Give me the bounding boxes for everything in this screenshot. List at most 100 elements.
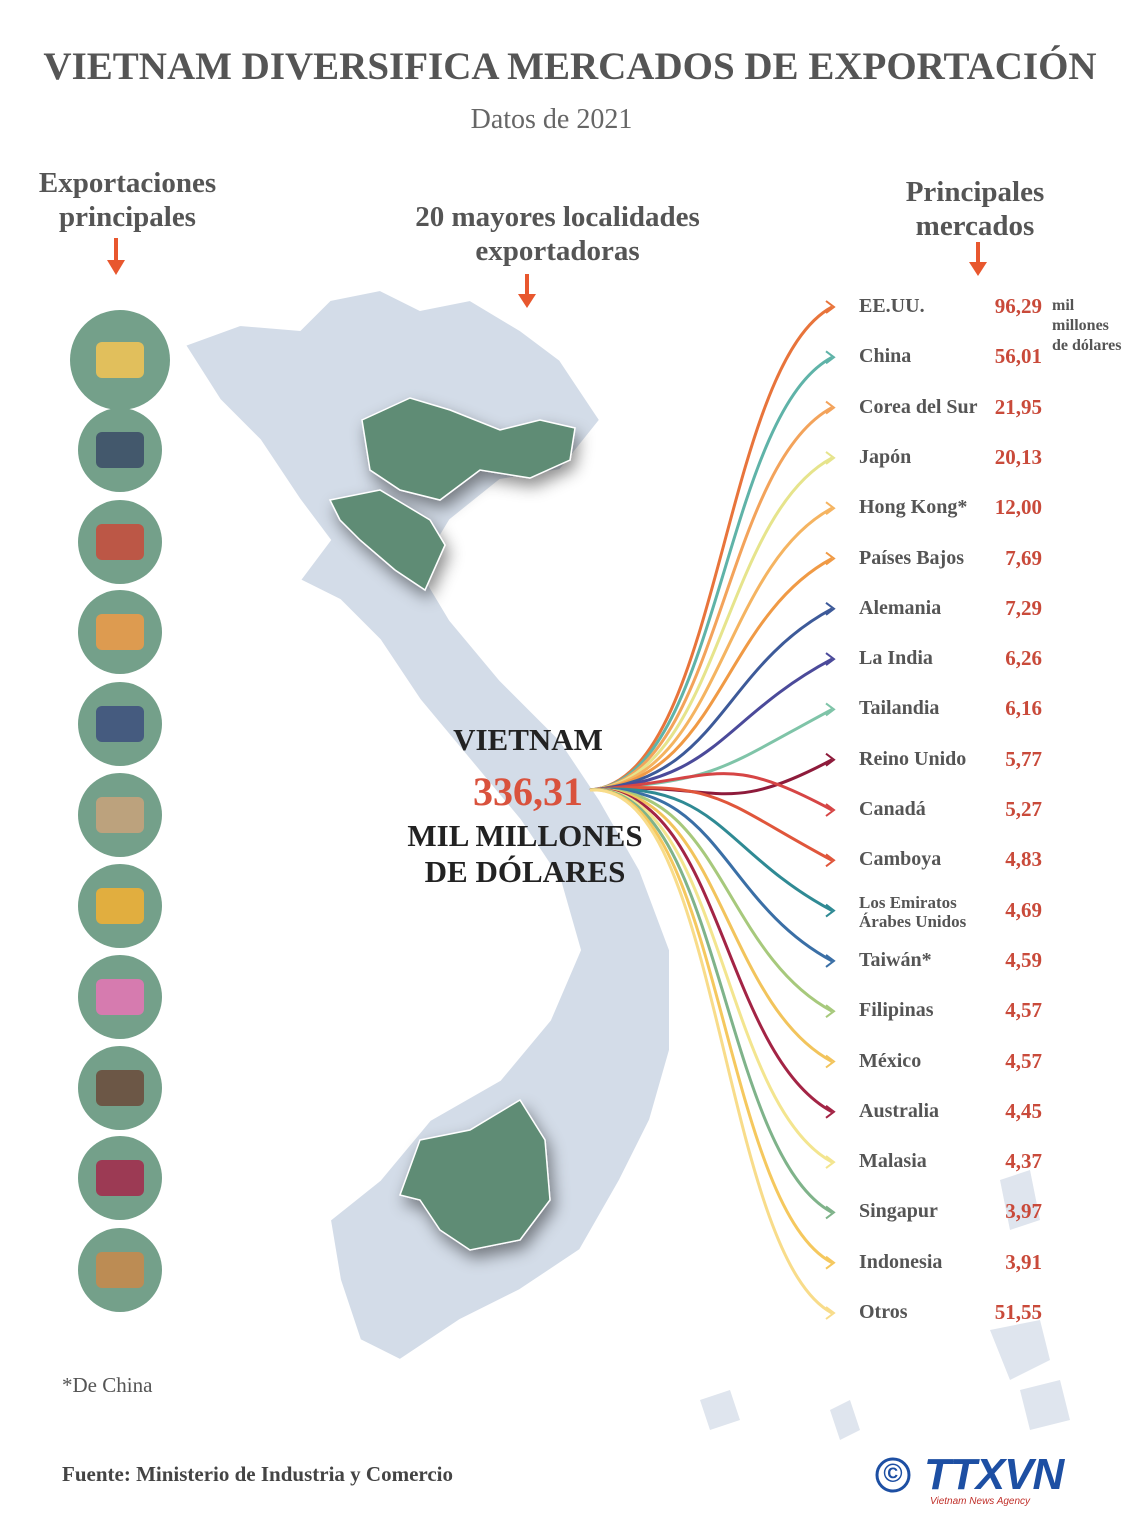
exports-heading: Exportaciones principales — [38, 167, 217, 233]
market-name: Taiwán* — [859, 948, 932, 971]
market-arrowhead — [825, 1255, 836, 1270]
unit-label: mil millones de dólares — [1052, 297, 1122, 354]
market-curve — [589, 788, 833, 1114]
market-curve — [589, 787, 833, 963]
market-value: 6,26 — [1005, 646, 1042, 671]
market-curves — [589, 300, 836, 1320]
market-name: Tailandia — [859, 697, 940, 720]
market-name: Hong Kong* — [859, 496, 968, 519]
market-arrowhead — [825, 400, 836, 415]
logo-symbol: © — [883, 1458, 903, 1488]
market-value: 4,59 — [1005, 947, 1042, 972]
market-arrowhead — [825, 1205, 836, 1220]
market-arrowhead — [825, 1306, 836, 1320]
market-curve — [589, 657, 833, 792]
icon-glyph — [96, 524, 144, 560]
market-value: 5,77 — [1005, 746, 1042, 771]
market-arrowhead — [825, 601, 836, 616]
market-value: 20,13 — [994, 444, 1042, 469]
market-curve — [589, 787, 833, 912]
market-value: 51,55 — [994, 1300, 1042, 1324]
market-value: 7,29 — [1005, 595, 1042, 620]
source: Fuente: Ministerio de Industria y Comerc… — [62, 1462, 453, 1486]
market-name: La India — [859, 647, 933, 670]
market-arrowhead — [825, 350, 836, 365]
market-value: 4,69 — [1005, 897, 1042, 922]
icon-glyph — [96, 1070, 144, 1106]
market-arrowhead — [825, 853, 836, 868]
market-value: 4,57 — [1005, 998, 1042, 1023]
market-arrowhead — [825, 652, 836, 666]
market-curve — [589, 456, 833, 792]
market-name: Corea del Sur — [859, 395, 978, 418]
market-curve — [589, 305, 833, 792]
market-arrowhead — [825, 903, 836, 918]
market-curve — [589, 788, 833, 1013]
market-value: 4,83 — [1005, 847, 1042, 872]
market-arrowhead — [825, 1004, 836, 1019]
icon-glyph — [96, 1252, 144, 1288]
market-curve — [589, 506, 833, 792]
market-value: 6,16 — [1005, 696, 1042, 721]
center-unit: MIL MILLONES DE DÓLARES — [407, 818, 643, 889]
icon-glyph — [96, 706, 144, 742]
market-name: Singapur — [859, 1200, 938, 1223]
subtitle: Datos de 2021 — [470, 104, 633, 135]
title: VIETNAM DIVERSIFICA MERCADOS DE EXPORTAC… — [43, 45, 1097, 88]
market-curve — [589, 607, 833, 792]
market-name: Los Emiratos Árabes Unidos — [859, 892, 967, 931]
arrows — [107, 238, 987, 308]
market-value: 56,01 — [994, 344, 1042, 369]
market-value: 7,69 — [1005, 545, 1042, 570]
market-value: 96,29 — [994, 294, 1042, 318]
market-curve — [589, 355, 833, 792]
market-arrowhead — [825, 954, 836, 968]
market-arrowhead — [825, 551, 836, 566]
market-arrowhead — [825, 451, 836, 465]
icon-glyph — [96, 342, 144, 378]
icon-glyph — [96, 888, 144, 924]
market-curve — [589, 788, 833, 1315]
market-arrowhead — [825, 1054, 836, 1069]
localities-heading: 20 mayores localidades exportadoras — [415, 201, 700, 267]
market-arrowhead — [825, 501, 836, 516]
market-value: 3,97 — [1005, 1199, 1042, 1224]
market-curve — [589, 788, 833, 1063]
logo-tagline: Vietnam News Agency — [930, 1496, 1031, 1507]
market-name: Australia — [859, 1099, 939, 1122]
markets-heading: Principales mercados — [905, 176, 1045, 242]
market-arrowhead — [825, 752, 836, 767]
market-name: Indonesia — [859, 1250, 943, 1273]
market-name: Filipinas — [859, 999, 934, 1022]
market-arrowhead — [825, 1155, 836, 1169]
market-curve — [589, 786, 833, 862]
market-name: Camboya — [859, 848, 942, 871]
market-name: Canadá — [859, 798, 926, 820]
market-value: 4,37 — [1005, 1149, 1042, 1174]
export-icons — [70, 310, 170, 1312]
market-curve — [589, 788, 833, 1265]
market-name: Países Bajos — [859, 546, 964, 569]
icon-glyph — [96, 432, 144, 468]
icon-glyph — [96, 979, 144, 1015]
market-value: 5,27 — [1005, 797, 1042, 821]
market-arrowhead — [825, 1105, 836, 1119]
market-name: Otros — [859, 1301, 908, 1323]
market-curve — [589, 406, 833, 792]
icon-glyph — [96, 614, 144, 650]
market-name: Malasia — [859, 1150, 927, 1173]
logo-ring — [875, 1457, 911, 1493]
logo-name: TTXVN — [924, 1450, 1064, 1499]
center-total: 336,31 — [473, 769, 583, 814]
market-curve — [589, 772, 833, 812]
market-arrowhead — [825, 702, 836, 717]
icon-glyph — [96, 1160, 144, 1196]
center-country: VIETNAM — [453, 722, 603, 757]
market-name: China — [859, 345, 912, 368]
market-value: 4,45 — [1005, 1098, 1042, 1123]
market-value: 12,00 — [994, 495, 1042, 520]
market-name: Reino Unido — [859, 747, 967, 770]
market-curve — [589, 788, 833, 1214]
market-value: 3,91 — [1005, 1249, 1042, 1274]
